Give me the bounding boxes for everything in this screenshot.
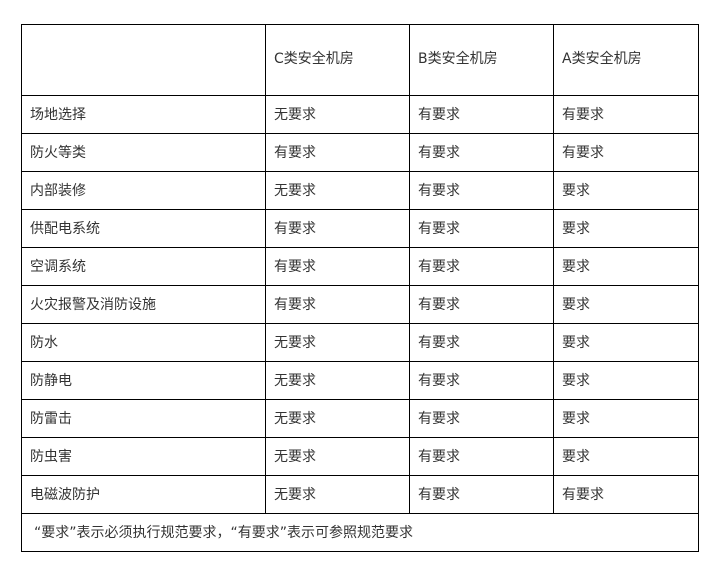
requirement-cell: 无要求 [265, 323, 410, 362]
requirement-cell: 有要求 [409, 133, 554, 172]
item-name-cell: 防水 [21, 323, 266, 362]
requirement-cell: 有要求 [265, 247, 410, 286]
table-row: 防水 无要求 有要求 要求 [21, 323, 699, 362]
requirement-cell: 有要求 [553, 475, 699, 514]
header-cell: B类安全机房 [409, 24, 554, 96]
requirement-cell: 有要求 [409, 437, 554, 476]
table-row: 内部装修 无要求 有要求 要求 [21, 171, 699, 210]
header-cell: A类安全机房 [553, 24, 699, 96]
requirement-cell: 有要求 [409, 285, 554, 324]
table-row: 防静电 无要求 有要求 要求 [21, 361, 699, 400]
requirement-cell: 有要求 [409, 361, 554, 400]
item-name-cell: 防虫害 [21, 437, 266, 476]
table-row: 供配电系统 有要求 有要求 要求 [21, 209, 699, 248]
header-cell [21, 24, 266, 96]
table-row: 火灾报警及消防设施 有要求 有要求 要求 [21, 285, 699, 324]
requirement-cell: 要求 [553, 285, 699, 324]
table-row: 防雷击 无要求 有要求 要求 [21, 399, 699, 438]
header-cell: C类安全机房 [265, 24, 410, 96]
item-name-cell: 空调系统 [21, 247, 266, 286]
requirement-cell: 要求 [553, 171, 699, 210]
requirement-cell: 要求 [553, 247, 699, 286]
requirement-cell: 要求 [553, 323, 699, 362]
item-name-cell: 电磁波防护 [21, 475, 266, 514]
requirement-cell: 有要求 [409, 475, 554, 514]
requirement-cell: 有要求 [553, 133, 699, 172]
header-row: C类安全机房 B类安全机房 A类安全机房 [21, 24, 699, 96]
item-name-cell: 供配电系统 [21, 209, 266, 248]
requirement-cell: 有要求 [265, 133, 410, 172]
table-row: 防火等类 有要求 有要求 有要求 [21, 133, 699, 172]
requirement-cell: 有要求 [409, 247, 554, 286]
item-name-cell: 防雷击 [21, 399, 266, 438]
footnote: “要求”表示必须执行规范要求，“有要求”表示可参照规范要求 [21, 513, 699, 552]
item-name-cell: 防静电 [21, 361, 266, 400]
requirement-cell: 有要求 [409, 95, 554, 134]
item-name-cell: 场地选择 [21, 95, 266, 134]
item-name-cell: 火灾报警及消防设施 [21, 285, 266, 324]
footnote-row: “要求”表示必须执行规范要求，“有要求”表示可参照规范要求 [21, 513, 699, 552]
item-name-cell: 内部装修 [21, 171, 266, 210]
requirement-cell: 有要求 [409, 399, 554, 438]
requirement-cell: 有要求 [265, 285, 410, 324]
requirement-cell: 要求 [553, 209, 699, 248]
requirement-cell: 无要求 [265, 437, 410, 476]
requirement-cell: 要求 [553, 399, 699, 438]
requirement-cell: 无要求 [265, 399, 410, 438]
requirement-cell: 要求 [553, 361, 699, 400]
requirement-cell: 无要求 [265, 475, 410, 514]
requirement-cell: 有要求 [409, 209, 554, 248]
requirement-cell: 有要求 [265, 209, 410, 248]
table-row: 防虫害 无要求 有要求 要求 [21, 437, 699, 476]
requirement-cell: 无要求 [265, 95, 410, 134]
requirement-cell: 有要求 [409, 171, 554, 210]
table-row: 场地选择 无要求 有要求 有要求 [21, 95, 699, 134]
item-name-cell: 防火等类 [21, 133, 266, 172]
requirement-cell: 要求 [553, 437, 699, 476]
requirement-cell: 无要求 [265, 361, 410, 400]
table-row: 电磁波防护 无要求 有要求 有要求 [21, 475, 699, 514]
requirements-table: C类安全机房 B类安全机房 A类安全机房 场地选择 无要求 有要求 有要求 防火等类 有要… [21, 24, 699, 552]
table-row: 空调系统 有要求 有要求 要求 [21, 247, 699, 286]
requirement-cell: 无要求 [265, 171, 410, 210]
requirement-cell: 有要求 [553, 95, 699, 134]
requirement-cell: 有要求 [409, 323, 554, 362]
